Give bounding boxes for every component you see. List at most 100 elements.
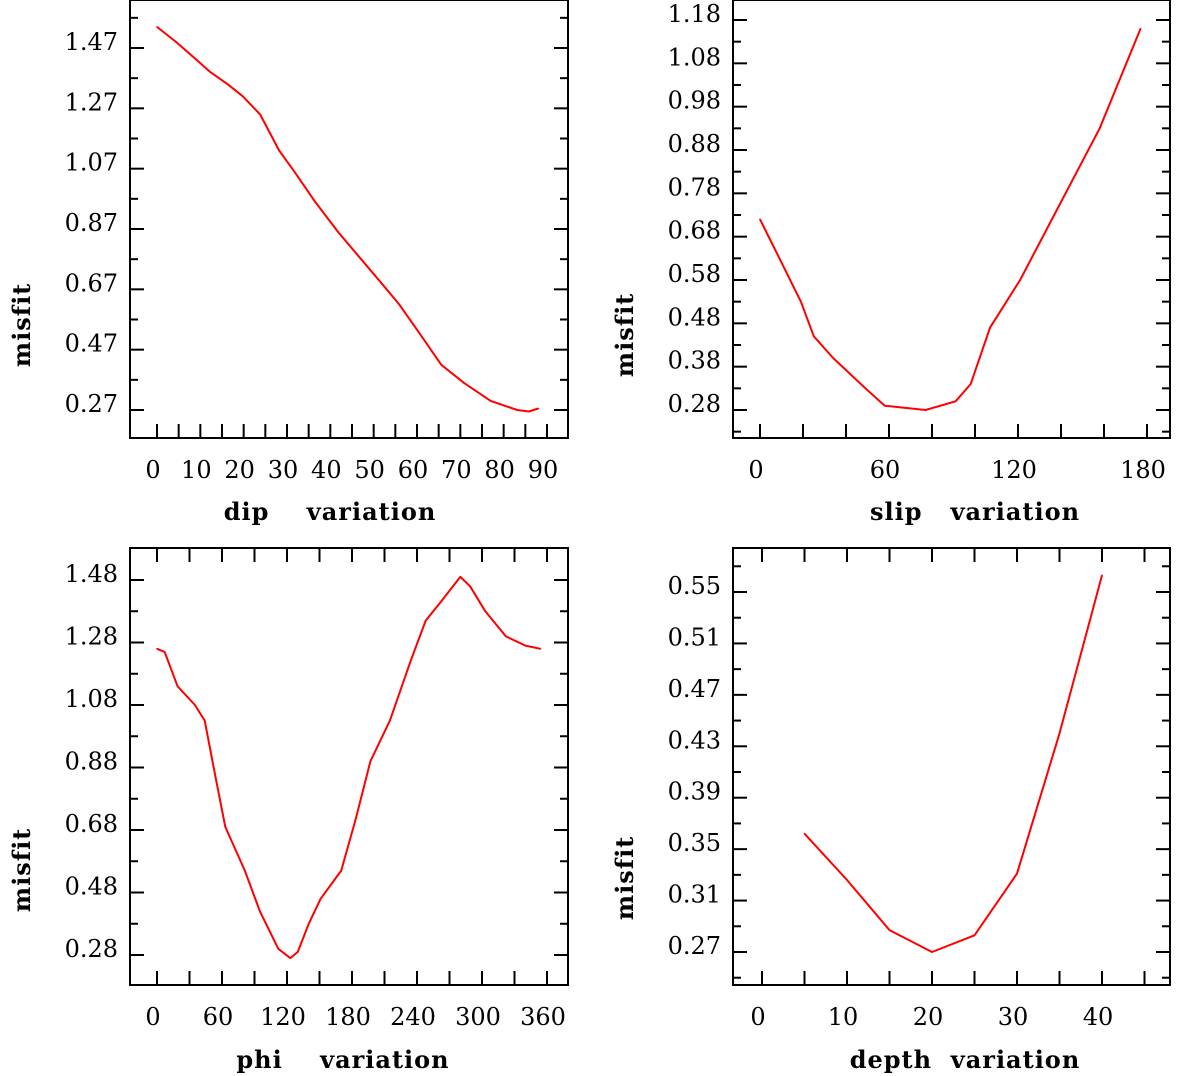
data-point [259,113,261,116]
data-point [360,258,362,260]
data-point [398,303,401,306]
data-point [440,363,443,366]
x-tick-label: 30 [268,456,299,484]
y-tick-label: 1.08 [65,685,118,713]
data-point [175,41,177,43]
data-point [759,218,761,221]
data-point [1098,127,1101,130]
data-point [417,330,420,333]
data-point [314,201,316,203]
x-tick-label: 300 [455,1003,501,1031]
x-tick-label: 360 [520,1003,566,1031]
x-tick-label: 60 [870,456,901,484]
data-point [505,635,507,638]
subplot-1: 0.27 0.47 0.67 0.87 1.07 1.27 1.47 0 10 20 30 40 50 6… [7,0,569,526]
data-point [156,26,158,28]
subplot-4: 0.27 0.31 0.35 0.39 0.43 0.47 0.51 0.55 0 10 20 30 4… [610,547,1171,1074]
data-point [389,719,391,722]
data-point [528,410,530,413]
y-axis-title: misfit [7,283,36,368]
data-point [846,879,848,881]
y-tick-label: 0.35 [668,829,721,857]
y-tick-label: 0.39 [668,778,721,806]
data-point [489,400,492,402]
data-point [278,149,281,152]
data-point [243,869,246,872]
y-tick-label: 0.48 [65,873,118,901]
x-tick-label: 0 [145,1003,160,1031]
y-axis-title: misfit [610,293,639,378]
data-point [864,387,867,390]
data-point [242,95,244,98]
data-point [224,826,227,828]
data-point [1058,732,1061,735]
data-point [832,357,834,359]
x-tick-label: 90 [528,456,559,484]
x-axis-title: depth variation [850,1045,1081,1074]
data-point [1139,27,1142,30]
data-point [1016,872,1018,875]
data-point [459,576,462,578]
x-axis-title: phi variation [236,1045,449,1074]
y-tick-label: 0.31 [668,881,721,909]
data-point [277,947,280,950]
data-point [340,869,342,872]
x-tick-label: 30 [998,1003,1029,1031]
data-point [537,407,540,410]
data-point [484,610,487,613]
x-axis-title: dip variation [224,497,437,526]
x-tick-label: 120 [260,1003,306,1031]
x-tick-label: 0 [145,456,160,484]
plot-frame [129,0,569,439]
misfit-series-line [156,26,539,413]
data-point [156,647,158,650]
plot-frame [732,547,1171,986]
subplot-3: 0.28 0.48 0.68 0.88 1.08 1.28 1.48 0 60 120 180 240… [7,547,569,1074]
x-tick-label: 70 [441,456,472,484]
data-point [989,326,991,329]
y-tick-label: 0.87 [65,209,118,237]
y-tick-label: 1.07 [65,149,118,177]
y-tick-label: 0.47 [65,330,118,358]
data-point [307,922,310,925]
plot-frame [732,0,1171,439]
misfit-series-line [156,575,541,960]
x-tick-label: 80 [484,456,515,484]
misfit-series-line [803,575,1103,953]
y-tick-label: 0.28 [668,390,721,418]
x-tick-label: 0 [748,456,763,484]
data-point [337,231,339,233]
y-tick-label: 0.27 [668,932,721,960]
x-tick-label: 20 [913,1003,944,1031]
subplot-2: 0.28 0.38 0.48 0.58 0.68 0.78 0.88 0.98 1.08 1.18… [610,0,1171,526]
y-tick-label: 1.08 [668,43,721,71]
y-tick-label: 0.28 [65,935,118,963]
x-tick-label: 40 [311,456,342,484]
x-tick-label: 120 [991,456,1037,484]
y-tick-label: 0.88 [65,748,118,776]
y-tick-label: 0.78 [668,173,721,201]
y-tick-label: 0.43 [668,726,721,754]
data-point [369,760,372,763]
data-point [203,719,206,722]
x-tick-label: 50 [354,456,385,484]
data-point [1060,201,1062,203]
x-tick-label: 10 [181,456,212,484]
y-tick-label: 0.68 [668,217,721,245]
data-point [176,685,179,688]
y-tick-label: 0.55 [668,572,721,600]
y-tick-label: 1.18 [668,0,721,28]
data-point [539,647,542,650]
y-tick-label: 0.98 [668,87,721,115]
data-point [289,957,292,959]
data-point [954,400,957,403]
x-tick-label: 60 [398,456,429,484]
data-point [812,335,815,338]
data-point [516,409,518,411]
x-tick-label: 180 [325,1003,371,1031]
data-point [293,170,296,173]
y-tick-label: 0.27 [65,390,118,418]
x-tick-label: 180 [1120,456,1166,484]
x-axis-title: slip variation [870,497,1080,526]
